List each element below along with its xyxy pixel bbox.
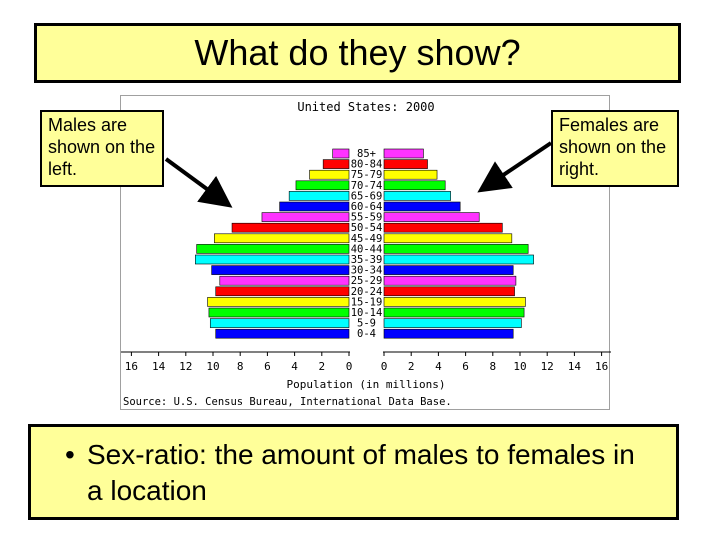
male-tick-label: 16: [125, 360, 138, 373]
female-bar: [383, 286, 515, 297]
female-tick-label: 8: [489, 360, 496, 373]
female-bar: [383, 297, 526, 307]
population-pyramid-chart: United States: 2000 85+ 80-84 75-79 70-74 65-…: [120, 95, 611, 410]
female-bar: [383, 244, 529, 254]
male-bar: [288, 191, 350, 201]
female-bar: [383, 148, 424, 159]
female-bar: [383, 265, 514, 275]
male-tick-label: 8: [237, 360, 244, 373]
female-bar: [383, 201, 461, 212]
bullet-icon: •: [65, 439, 75, 470]
slide-title: What do they show?: [194, 32, 521, 73]
age-group-label: 45-49: [351, 233, 383, 245]
male-tick-label: 0: [346, 360, 353, 373]
male-bar: [261, 212, 350, 222]
female-bar: [383, 191, 451, 201]
female-tick-label: 10: [513, 360, 526, 373]
male-bar: [295, 180, 350, 191]
male-bar: [231, 222, 350, 233]
bullet-box: • Sex-ratio: the amount of males to fema…: [28, 424, 679, 520]
female-bar: [383, 159, 428, 169]
male-bar: [309, 169, 350, 180]
left-arrow: [164, 157, 233, 208]
age-group-label: 40-44: [351, 243, 383, 255]
age-group-label: 70-74: [351, 180, 383, 192]
male-tick-label: 2: [318, 360, 325, 373]
females-callout-text: Females are shown on the right.: [559, 115, 667, 179]
age-group-label: 60-64: [351, 201, 383, 213]
female-tick-label: 6: [462, 360, 469, 373]
males-callout: Males are shown on the left.: [40, 110, 164, 187]
female-bar: [383, 254, 534, 265]
pyramid-svg: United States: 200085+80-8475-7970-7465-…: [121, 100, 611, 408]
male-bar: [332, 148, 350, 159]
age-group-label: 75-79: [351, 169, 383, 181]
female-bar: [383, 318, 522, 328]
age-group-label: 10-14: [351, 307, 383, 319]
age-group-label: 65-69: [351, 190, 383, 202]
male-bar: [214, 233, 350, 244]
male-bar: [196, 244, 350, 254]
male-bar: [219, 275, 350, 286]
male-tick-label: 4: [291, 360, 298, 373]
male-bar: [195, 254, 350, 265]
male-tick-label: 12: [179, 360, 192, 373]
source-note: Source: U.S. Census Bureau, Internationa…: [123, 396, 452, 408]
age-group-label: 5-9: [357, 318, 376, 330]
male-tick-label: 14: [152, 360, 166, 373]
female-tick-label: 14: [568, 360, 582, 373]
age-group-label: 15-19: [351, 296, 383, 308]
female-bar: [383, 328, 514, 339]
age-group-label: 20-24: [351, 286, 383, 298]
males-callout-text: Males are shown on the left.: [48, 115, 156, 179]
female-tick-label: 16: [595, 360, 608, 373]
female-bar: [383, 212, 480, 222]
age-group-label: 35-39: [351, 254, 383, 266]
age-group-label: 50-54: [351, 222, 383, 234]
female-bar: [383, 180, 446, 191]
right-arrow: [477, 141, 553, 193]
age-group-label: 85+: [357, 148, 376, 160]
male-bar: [322, 159, 350, 169]
male-tick-label: 10: [206, 360, 219, 373]
chart-title: United States: 2000: [297, 100, 434, 114]
male-bar: [208, 307, 350, 318]
female-tick-label: 4: [435, 360, 442, 373]
x-axis-label: Population (in millions): [287, 378, 446, 391]
age-group-label: 30-34: [351, 265, 383, 277]
age-group-label: 55-59: [351, 212, 383, 224]
female-bar: [383, 233, 513, 244]
male-bar: [279, 201, 350, 212]
male-tick-label: 6: [264, 360, 271, 373]
female-bar: [383, 307, 525, 318]
slide-title-box: What do they show?: [34, 23, 681, 83]
female-bar: [383, 169, 438, 180]
male-bar: [209, 318, 350, 328]
female-tick-label: 0: [381, 360, 388, 373]
male-bar: [215, 328, 350, 339]
female-bar: [383, 222, 503, 233]
female-tick-label: 2: [408, 360, 415, 373]
age-group-label: 25-29: [351, 275, 383, 287]
age-group-label: 80-84: [351, 159, 383, 171]
male-bar: [215, 286, 350, 297]
male-bar: [211, 265, 350, 275]
bullet-text: Sex-ratio: the amount of males to female…: [87, 439, 635, 506]
female-bar: [383, 275, 517, 286]
male-bar: [207, 297, 350, 307]
females-callout: Females are shown on the right.: [551, 110, 679, 187]
female-tick-label: 12: [541, 360, 554, 373]
age-group-label: 0-4: [357, 328, 376, 340]
